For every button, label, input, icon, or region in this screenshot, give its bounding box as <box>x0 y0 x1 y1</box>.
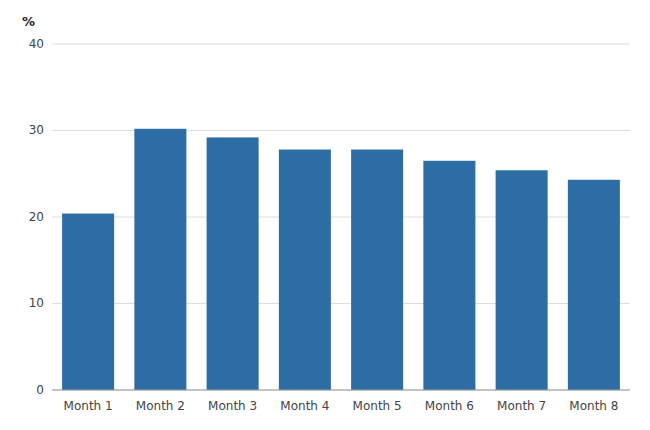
x-axis-line <box>52 390 630 391</box>
bar <box>279 150 331 390</box>
x-tick-label: Month 5 <box>353 399 402 413</box>
x-tick-label: Month 6 <box>425 399 474 413</box>
bar <box>134 129 186 390</box>
bar <box>351 150 403 390</box>
y-tick-label: 30 <box>29 123 44 137</box>
y-tick-label: 0 <box>36 383 44 397</box>
x-tick-label: Month 2 <box>136 399 185 413</box>
x-tick-label: Month 4 <box>280 399 329 413</box>
y-axis-label: % <box>22 14 35 29</box>
x-tick-label: Month 3 <box>208 399 257 413</box>
chart-svg: 0 10 20 30 40 Month 1 Month 2 Month 3 Month 4 Mon… <box>0 0 650 430</box>
chart-container: 0 10 20 30 40 Month 1 Month 2 Month 3 Month 4 Mon… <box>0 0 650 430</box>
y-tick-label: 10 <box>29 296 44 310</box>
bars <box>62 129 620 390</box>
x-tick-label: Month 8 <box>569 399 618 413</box>
bar <box>207 137 259 390</box>
x-tick-label: Month 7 <box>497 399 546 413</box>
bar <box>62 214 114 390</box>
bar <box>423 161 475 390</box>
y-tick-label: 40 <box>29 37 44 51</box>
bar <box>568 180 620 390</box>
y-tick-label: 20 <box>29 210 44 224</box>
bar <box>496 170 548 390</box>
grid <box>52 44 630 390</box>
x-tick-label: Month 1 <box>64 399 113 413</box>
grid-line <box>52 44 630 45</box>
grid-line <box>52 390 630 391</box>
